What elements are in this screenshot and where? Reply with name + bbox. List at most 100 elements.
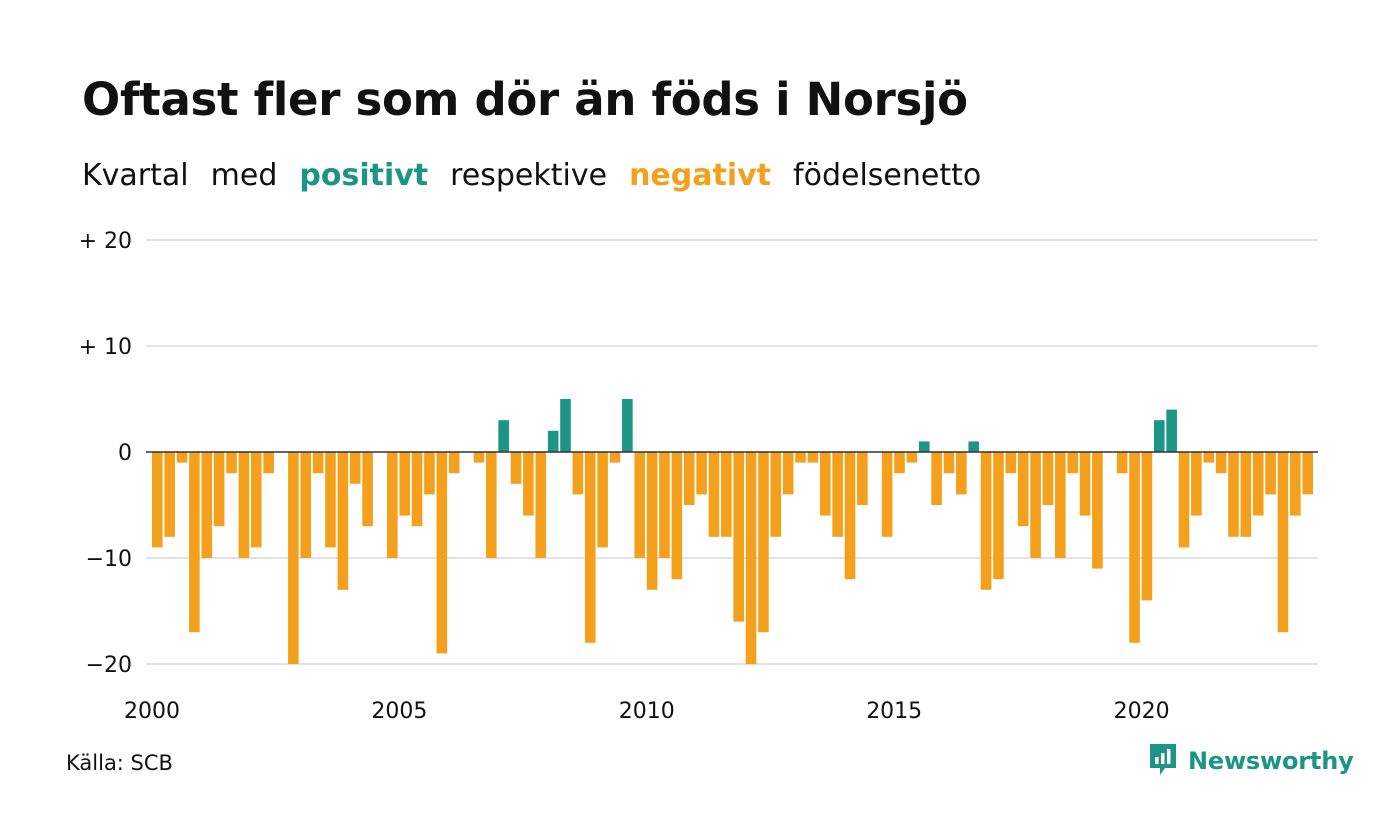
bar: [980, 452, 992, 590]
bar: [1017, 452, 1029, 527]
bar: [683, 452, 695, 505]
bar: [1178, 452, 1190, 548]
bar: [325, 452, 336, 548]
bar: [1141, 452, 1153, 601]
bar: [362, 452, 373, 527]
bar: [250, 452, 262, 548]
chart-subtitle: Kvartal med positivt respektive negativt föde…: [82, 156, 1003, 196]
bar: [189, 452, 200, 633]
subtitle-positive-word: positivt: [299, 158, 429, 193]
bar: [1092, 452, 1103, 569]
bar: [1116, 452, 1128, 474]
bar: [733, 452, 744, 622]
bar: [1166, 409, 1177, 452]
bar: [387, 452, 398, 558]
bar: [485, 452, 497, 558]
y-tick-label: −20: [86, 653, 132, 678]
x-tick-label: 2000: [124, 699, 180, 724]
bar: [782, 452, 794, 495]
bar: [881, 452, 893, 537]
bar: [721, 452, 732, 537]
source-note: Källa: SCB: [66, 751, 173, 775]
bar: [1005, 452, 1017, 474]
bar: [535, 452, 547, 558]
bar: [931, 452, 942, 505]
bar: [622, 399, 633, 452]
x-tick-label: 2020: [1114, 699, 1170, 724]
bar: [819, 452, 831, 516]
subtitle-med: med: [210, 158, 278, 193]
bar: [411, 452, 423, 527]
bar: [646, 452, 658, 590]
y-axis-ticks: + 20 + 10 0 −10 −20: [79, 229, 132, 678]
bar: [510, 452, 522, 484]
bars: [152, 399, 1314, 664]
newsworthy-logo-text: Newsworthy: [1188, 747, 1354, 775]
bar: [213, 452, 225, 527]
bar: [758, 452, 769, 633]
bar: [584, 452, 596, 643]
bar: [634, 452, 646, 558]
bar: [1203, 452, 1215, 463]
y-tick-label: + 10: [79, 335, 132, 360]
bar: [696, 452, 707, 495]
bar: [473, 452, 485, 463]
bar: [597, 452, 608, 548]
bar: [288, 452, 299, 664]
bar: [1129, 452, 1140, 643]
bar: [1265, 452, 1276, 495]
subtitle-kvartal: Kvartal: [82, 158, 189, 193]
subtitle-respektive: respektive: [450, 158, 608, 193]
x-tick-label: 2005: [371, 699, 427, 724]
bar: [1030, 452, 1041, 558]
bar: [448, 452, 460, 474]
bar: [918, 441, 930, 452]
bar: [1067, 452, 1078, 474]
subtitle-fodelsenetto: födelsenetto: [793, 158, 982, 193]
bar: [176, 452, 188, 463]
bar: [572, 452, 584, 495]
bar: [1252, 452, 1264, 516]
bar: [943, 452, 955, 474]
bar: [844, 452, 856, 580]
bar: [1055, 452, 1066, 558]
bar: [1153, 420, 1165, 452]
bar: [745, 452, 757, 664]
bar: [956, 452, 967, 495]
bar: [1290, 452, 1301, 516]
bar: [795, 452, 806, 463]
chart-title: Oftast fler som dör än föds i Norsjö: [82, 73, 968, 126]
bar: [1240, 452, 1252, 537]
bar: [708, 452, 720, 537]
bar: [659, 452, 670, 558]
bar: [894, 452, 905, 474]
bar: [152, 452, 163, 548]
bar: [770, 452, 782, 537]
bar: [832, 452, 843, 537]
subtitle-negative-word: negativt: [629, 158, 772, 193]
bar: [1079, 452, 1091, 516]
bar: [337, 452, 349, 590]
bar: [424, 452, 435, 495]
bar: [523, 452, 534, 516]
bar: [201, 452, 213, 558]
y-tick-label: + 20: [79, 229, 132, 254]
bar: [399, 452, 410, 516]
newsworthy-logo: Newsworthy: [1148, 742, 1354, 780]
x-tick-label: 2010: [619, 699, 675, 724]
y-tick-label: 0: [118, 441, 132, 466]
bar: [560, 399, 571, 452]
bar: [1191, 452, 1202, 516]
bar: [547, 430, 559, 452]
bar: [1277, 452, 1289, 633]
bar: [226, 452, 237, 474]
bar: [498, 420, 509, 452]
bar: [349, 452, 361, 484]
bar: [436, 452, 448, 654]
bar: [993, 452, 1004, 580]
newsworthy-logo-icon: [1150, 744, 1176, 775]
bar: [1302, 452, 1314, 495]
bar: [263, 452, 274, 474]
bar: [300, 452, 312, 558]
